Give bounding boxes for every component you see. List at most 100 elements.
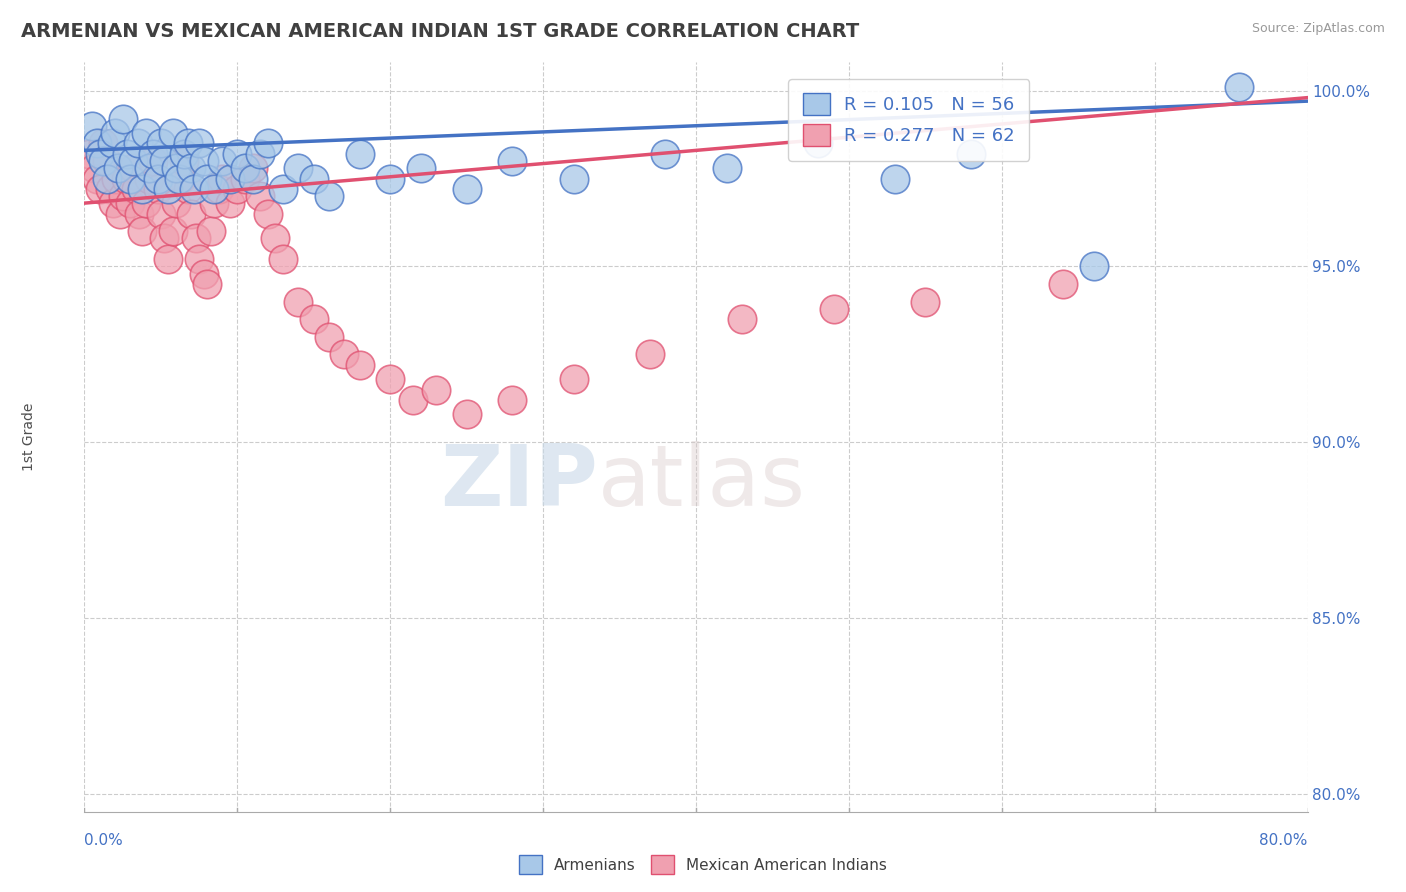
- Point: [211, 153, 233, 168]
- Point: [111, 189, 134, 203]
- Point: [153, 153, 176, 168]
- Text: ARMENIAN VS MEXICAN AMERICAN INDIAN 1ST GRADE CORRELATION CHART: ARMENIAN VS MEXICAN AMERICAN INDIAN 1ST …: [21, 22, 859, 41]
- Text: 0.0%: 0.0%: [84, 833, 124, 847]
- Point: [149, 207, 172, 221]
- Point: [103, 196, 125, 211]
- Point: [233, 161, 256, 175]
- Point: [138, 161, 160, 175]
- Point: [111, 112, 134, 126]
- Point: [96, 171, 118, 186]
- Point: [211, 171, 233, 186]
- Point: [271, 182, 294, 196]
- Point: [89, 147, 111, 161]
- Point: [170, 171, 193, 186]
- Point: [127, 136, 149, 151]
- Point: [202, 196, 225, 211]
- Point: [108, 207, 131, 221]
- Point: [1052, 277, 1074, 291]
- Point: [135, 196, 157, 211]
- Point: [193, 267, 215, 281]
- Point: [131, 224, 153, 238]
- Point: [77, 147, 100, 161]
- Legend: R = 0.105   N = 56, R = 0.277   N = 62: R = 0.105 N = 56, R = 0.277 N = 62: [789, 79, 1029, 161]
- Point: [249, 189, 271, 203]
- Point: [135, 126, 157, 140]
- Point: [91, 153, 114, 168]
- Point: [165, 161, 187, 175]
- Point: [562, 372, 585, 386]
- Point: [162, 224, 184, 238]
- Point: [142, 153, 165, 168]
- Point: [177, 182, 200, 196]
- Point: [86, 136, 108, 151]
- Point: [146, 171, 169, 186]
- Point: [138, 171, 160, 186]
- Point: [271, 252, 294, 267]
- Point: [456, 407, 478, 421]
- Point: [823, 301, 845, 316]
- Point: [180, 207, 202, 221]
- Point: [104, 126, 127, 140]
- Point: [807, 136, 830, 151]
- Point: [218, 171, 240, 186]
- Point: [120, 171, 142, 186]
- Point: [380, 372, 402, 386]
- Point: [188, 252, 211, 267]
- Point: [80, 119, 103, 133]
- Point: [257, 136, 280, 151]
- Point: [402, 393, 425, 408]
- Point: [302, 312, 325, 326]
- Point: [149, 136, 172, 151]
- Text: 1st Grade: 1st Grade: [22, 403, 37, 471]
- Point: [157, 252, 180, 267]
- Point: [242, 171, 264, 186]
- Point: [105, 171, 128, 186]
- Point: [257, 207, 280, 221]
- Point: [120, 196, 142, 211]
- Point: [165, 196, 187, 211]
- Text: 80.0%: 80.0%: [1260, 833, 1308, 847]
- Point: [184, 231, 207, 245]
- Text: ZIP: ZIP: [440, 441, 598, 524]
- Point: [114, 171, 136, 186]
- Point: [153, 231, 176, 245]
- Point: [425, 383, 447, 397]
- Point: [242, 161, 264, 175]
- Point: [188, 136, 211, 151]
- Point: [1227, 80, 1250, 95]
- Point: [208, 182, 231, 196]
- Point: [333, 347, 356, 361]
- Point: [233, 171, 256, 186]
- Point: [200, 224, 222, 238]
- Point: [167, 171, 190, 186]
- Point: [409, 161, 432, 175]
- Point: [98, 182, 121, 196]
- Point: [502, 153, 524, 168]
- Point: [1083, 260, 1105, 274]
- Point: [96, 153, 118, 168]
- Point: [122, 153, 145, 168]
- Point: [226, 182, 249, 196]
- Point: [128, 207, 150, 221]
- Point: [146, 182, 169, 196]
- Text: Source: ZipAtlas.com: Source: ZipAtlas.com: [1251, 22, 1385, 36]
- Point: [157, 182, 180, 196]
- Point: [101, 136, 124, 151]
- Point: [731, 312, 754, 326]
- Point: [914, 294, 936, 309]
- Point: [89, 182, 111, 196]
- Point: [380, 171, 402, 186]
- Point: [115, 147, 138, 161]
- Point: [131, 182, 153, 196]
- Point: [122, 161, 145, 175]
- Point: [162, 126, 184, 140]
- Point: [456, 182, 478, 196]
- Point: [249, 147, 271, 161]
- Point: [502, 393, 524, 408]
- Point: [195, 171, 218, 186]
- Text: atlas: atlas: [598, 441, 806, 524]
- Point: [173, 147, 195, 161]
- Point: [287, 161, 309, 175]
- Point: [883, 171, 905, 186]
- Point: [318, 330, 340, 344]
